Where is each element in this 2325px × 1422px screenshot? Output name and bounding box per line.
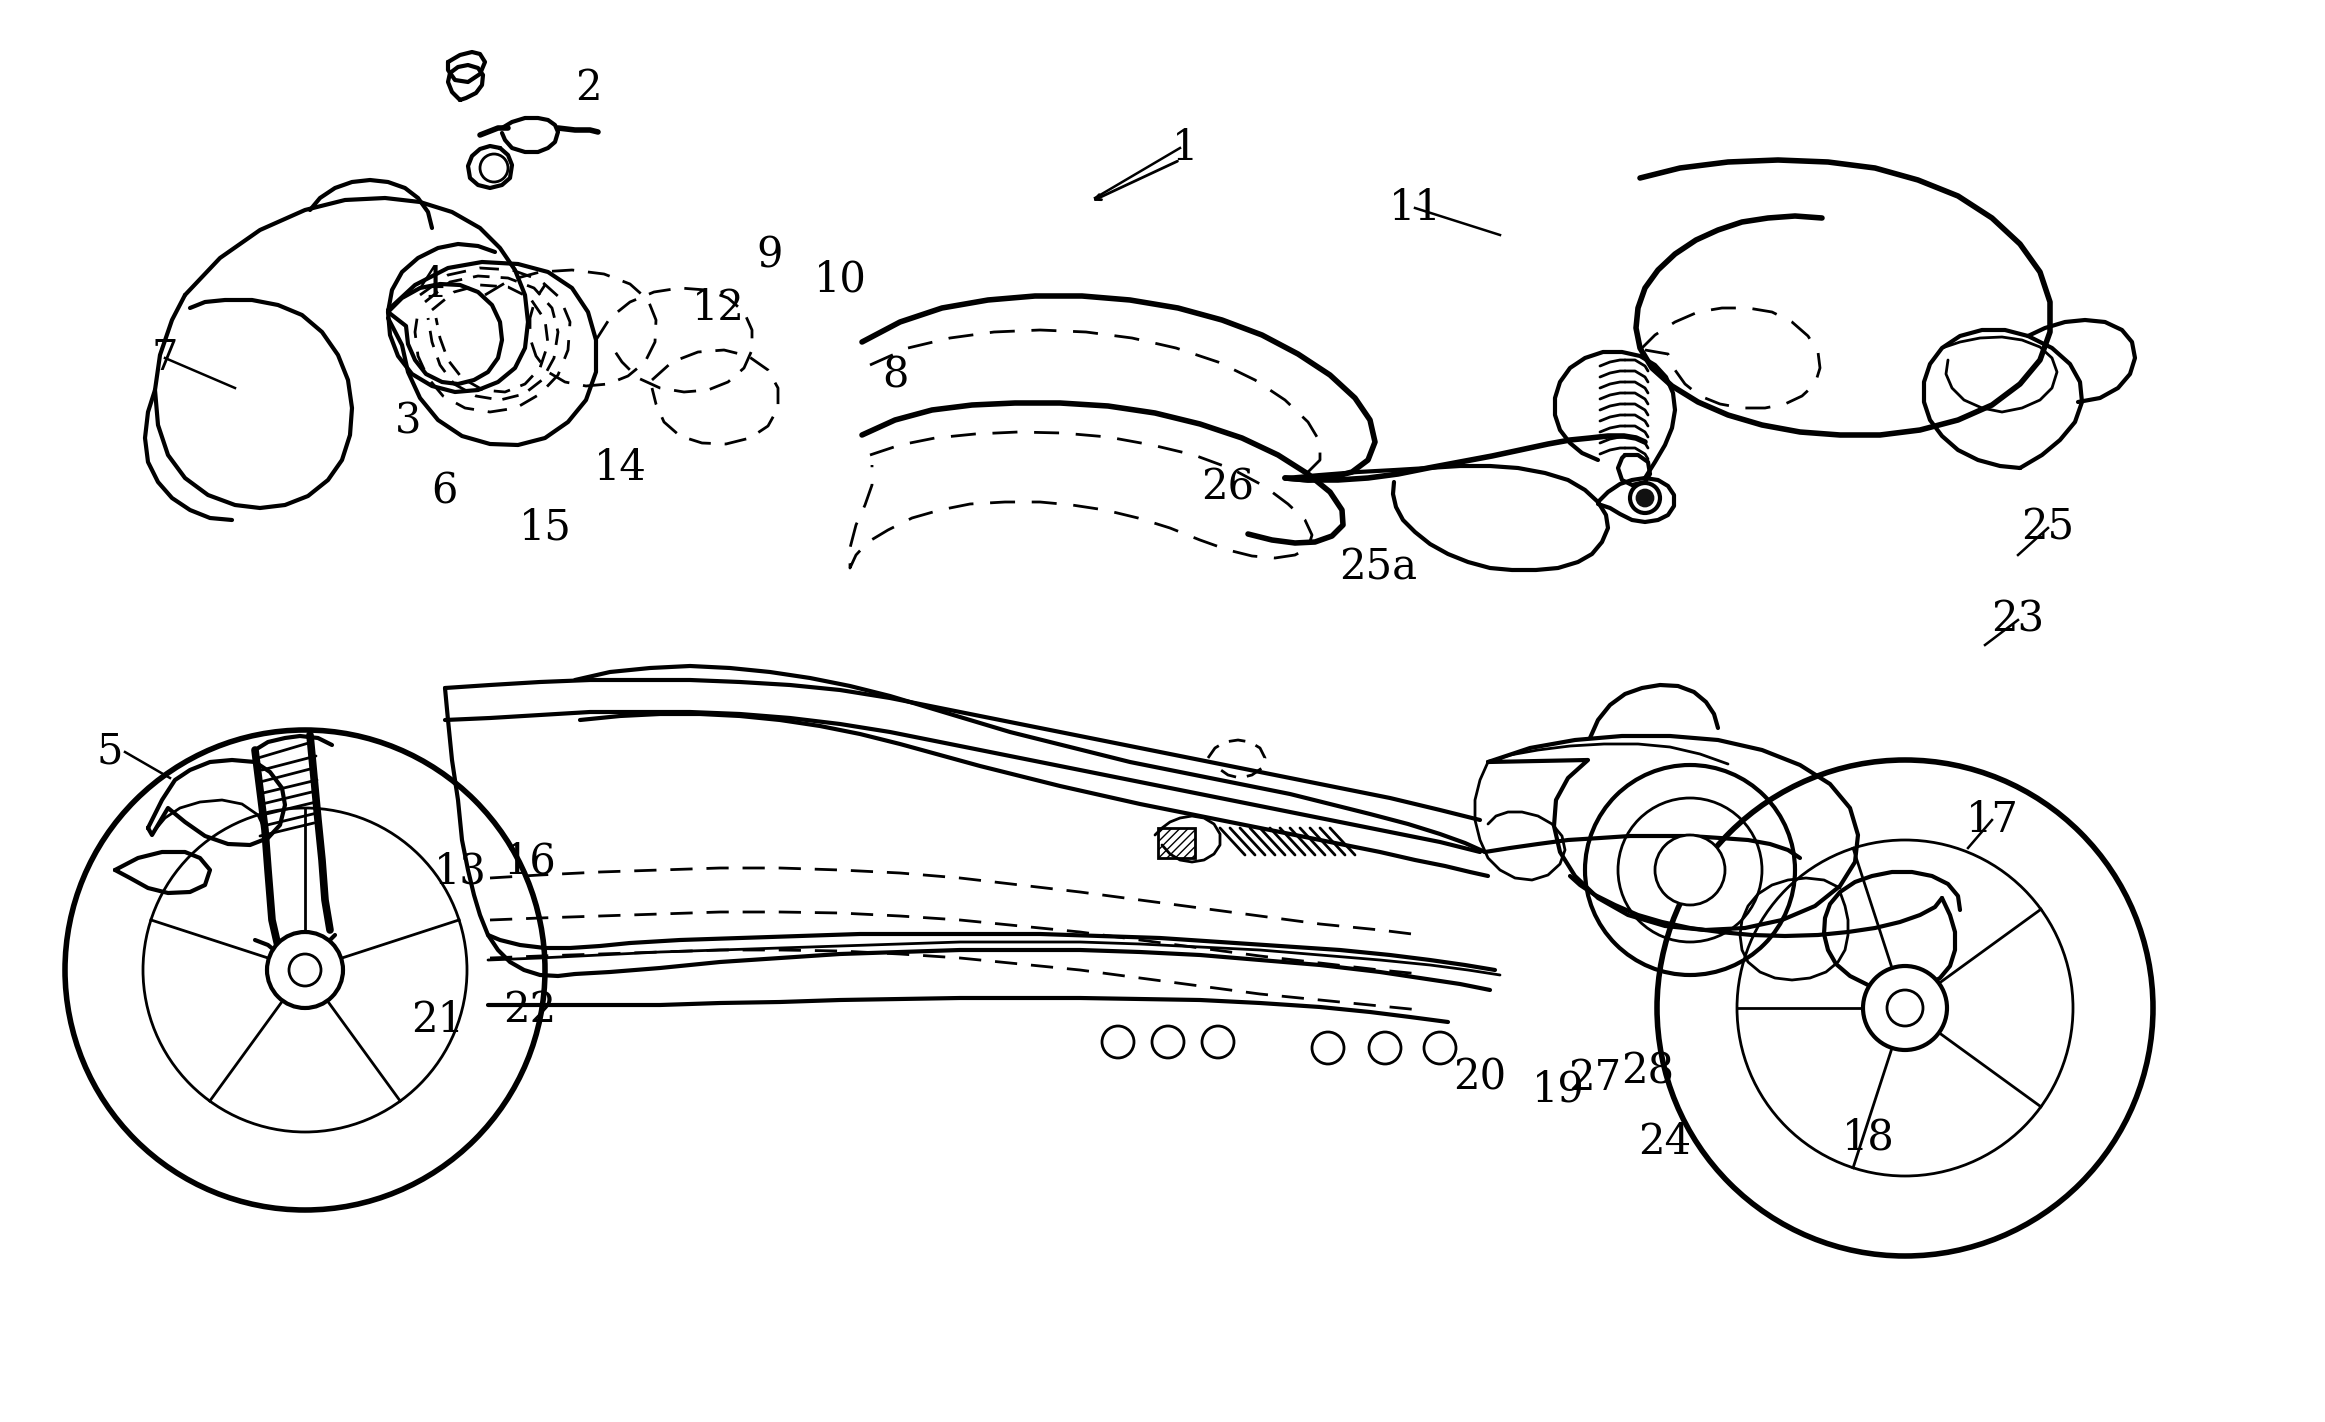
Circle shape <box>1637 491 1653 506</box>
Text: 22: 22 <box>505 988 556 1031</box>
Text: 13: 13 <box>432 850 486 893</box>
Text: 1: 1 <box>1172 127 1197 169</box>
Text: 17: 17 <box>1965 799 2018 840</box>
Circle shape <box>267 931 344 1008</box>
Text: 5: 5 <box>98 731 123 774</box>
Circle shape <box>1862 966 1946 1049</box>
Circle shape <box>1888 990 1923 1027</box>
Text: 25: 25 <box>2020 508 2074 549</box>
Text: 2: 2 <box>574 67 602 109</box>
Circle shape <box>1655 835 1725 904</box>
Text: 23: 23 <box>1993 599 2044 641</box>
Text: 4: 4 <box>418 264 446 306</box>
Text: 12: 12 <box>691 287 744 328</box>
Text: 25a: 25a <box>1339 547 1416 589</box>
Text: 24: 24 <box>1639 1121 1693 1163</box>
Text: 21: 21 <box>412 1000 465 1041</box>
Circle shape <box>1630 483 1660 513</box>
Text: 19: 19 <box>1532 1069 1583 1111</box>
Text: 27: 27 <box>1569 1057 1621 1099</box>
Text: 6: 6 <box>430 471 458 513</box>
Text: 15: 15 <box>518 508 572 549</box>
Text: 14: 14 <box>593 447 646 489</box>
Text: 9: 9 <box>758 235 784 276</box>
Text: 18: 18 <box>1841 1118 1895 1159</box>
Text: 28: 28 <box>1621 1051 1674 1094</box>
Text: 26: 26 <box>1202 466 1256 509</box>
Text: 20: 20 <box>1453 1057 1507 1099</box>
Text: 8: 8 <box>881 354 909 395</box>
Circle shape <box>288 954 321 985</box>
Text: 16: 16 <box>505 840 556 883</box>
Text: 7: 7 <box>151 337 179 380</box>
Text: 11: 11 <box>1388 188 1442 229</box>
Text: 10: 10 <box>814 259 867 301</box>
Text: 3: 3 <box>395 401 421 444</box>
